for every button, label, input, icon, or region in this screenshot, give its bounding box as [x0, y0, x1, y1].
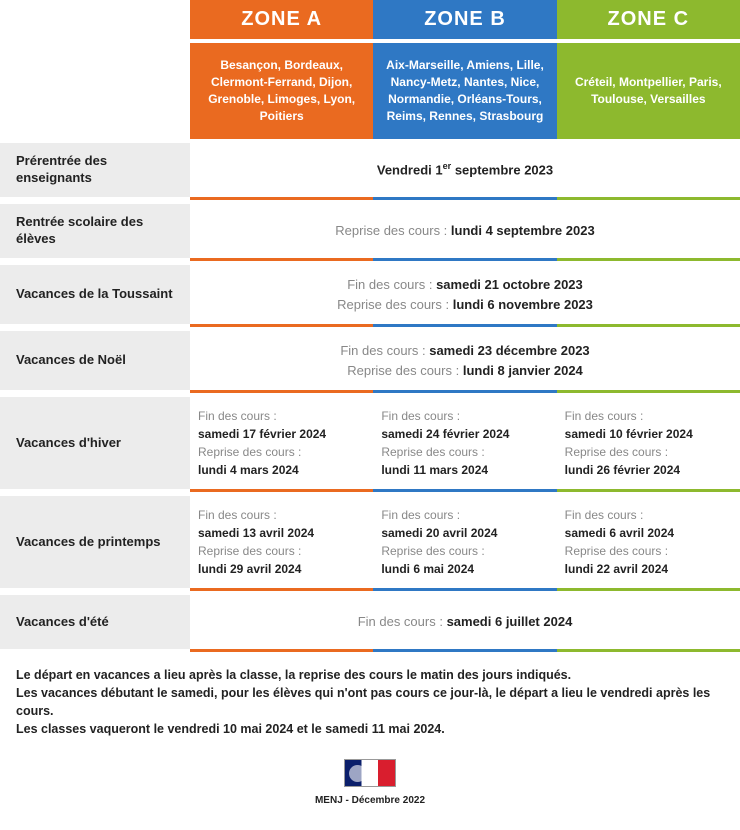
row-prerentree: Prérentrée des enseignants Vendredi 1er … [0, 143, 740, 197]
zone-c-cell: Fin des cours : samedi 6 avril 2024 Repr… [557, 496, 740, 588]
prerentree-date: Vendredi 1er septembre 2023 [377, 160, 553, 180]
zone-c-cell: Fin des cours : samedi 10 février 2024 R… [557, 397, 740, 489]
row-rentree: Rentrée scolaire des élèves Reprise des … [0, 204, 740, 258]
row-value: Fin des cours : samedi 17 février 2024 R… [190, 397, 740, 489]
row-toussaint: Vacances de la Toussaint Fin des cours :… [0, 265, 740, 324]
zone-b-cell: Fin des cours : samedi 24 février 2024 R… [373, 397, 556, 489]
row-label: Vacances de Noël [0, 331, 190, 390]
footer: MENJ - Décembre 2022 [0, 749, 740, 820]
calendar-table: ZONE A ZONE B ZONE C Besançon, Bordeaux,… [0, 0, 740, 652]
footnote: Les classes vaqueront le vendredi 10 mai… [16, 720, 724, 738]
row-label: Rentrée scolaire des élèves [0, 204, 190, 258]
row-label: Prérentrée des enseignants [0, 143, 190, 197]
row-value: Fin des cours : samedi 13 avril 2024 Rep… [190, 496, 740, 588]
footer-text: MENJ - Décembre 2022 [0, 795, 740, 806]
menj-logo-icon [344, 759, 396, 787]
row-value: Fin des cours : samedi 6 juillet 2024 [190, 595, 740, 649]
row-value: Fin des cours : samedi 21 octobre 2023 R… [190, 265, 740, 324]
zone-cities-row: Besançon, Bordeaux, Clermont-Ferrand, Di… [0, 43, 740, 139]
row-label: Vacances de printemps [0, 496, 190, 588]
zone-b-cell: Fin des cours : samedi 20 avril 2024 Rep… [373, 496, 556, 588]
zone-a-header: ZONE A [190, 0, 373, 39]
row-noel: Vacances de Noël Fin des cours : samedi … [0, 331, 740, 390]
zone-b-cities: Aix-Marseille, Amiens, Lille, Nancy-Metz… [373, 43, 556, 139]
row-label: Vacances de la Toussaint [0, 265, 190, 324]
row-printemps: Vacances de printemps Fin des cours : sa… [0, 496, 740, 588]
footnote: Le départ en vacances a lieu après la cl… [16, 666, 724, 684]
zone-a-cell: Fin des cours : samedi 17 février 2024 R… [190, 397, 373, 489]
zone-c-header: ZONE C [557, 0, 740, 39]
footnotes: Le départ en vacances a lieu après la cl… [0, 652, 740, 749]
zone-header-row: ZONE A ZONE B ZONE C [0, 0, 740, 39]
row-label: Vacances d'hiver [0, 397, 190, 489]
row-value: Reprise des cours : lundi 4 septembre 20… [190, 204, 740, 258]
zone-b-header: ZONE B [373, 0, 556, 39]
zone-c-cities: Créteil, Montpellier, Paris, Toulouse, V… [557, 43, 740, 139]
zone-a-cities: Besançon, Bordeaux, Clermont-Ferrand, Di… [190, 43, 373, 139]
footnote: Les vacances débutant le samedi, pour le… [16, 684, 724, 720]
row-label: Vacances d'été [0, 595, 190, 649]
row-ete: Vacances d'été Fin des cours : samedi 6 … [0, 595, 740, 649]
row-hiver: Vacances d'hiver Fin des cours : samedi … [0, 397, 740, 489]
row-value: Fin des cours : samedi 23 décembre 2023 … [190, 331, 740, 390]
row-value: Vendredi 1er septembre 2023 [190, 143, 740, 197]
zone-a-cell: Fin des cours : samedi 13 avril 2024 Rep… [190, 496, 373, 588]
